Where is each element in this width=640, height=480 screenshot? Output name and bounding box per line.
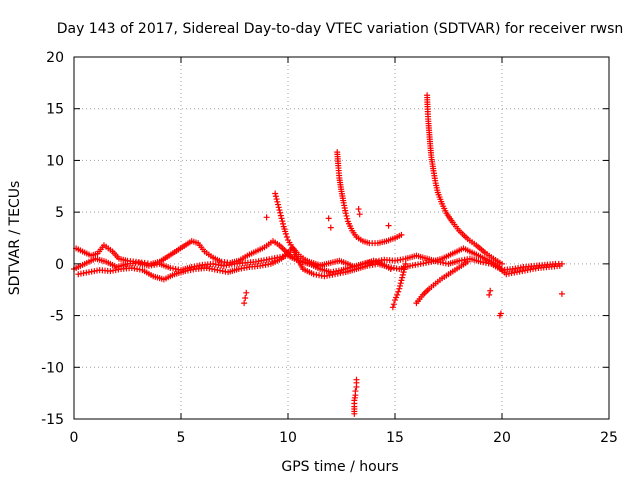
data-point-arc-9h bbox=[319, 262, 326, 269]
data-point-dip-15h bbox=[395, 288, 402, 295]
data-point-isolated bbox=[327, 224, 334, 231]
data-point-arc-9h bbox=[280, 220, 287, 227]
plot-border bbox=[73, 56, 610, 420]
tick-labels: 0 5 10 15 20 25 -15 -10 -5 0 5 10 15 20 bbox=[41, 50, 618, 446]
data-point-dip-15h bbox=[400, 269, 407, 276]
data-point-dip-15h bbox=[399, 274, 406, 281]
y-tick-label: 15 bbox=[46, 102, 64, 118]
x-tick-label: 25 bbox=[600, 430, 618, 446]
x-tick-label: 0 bbox=[70, 430, 79, 446]
x-tick-label: 15 bbox=[386, 430, 404, 446]
data-point-dip-15h bbox=[402, 260, 409, 267]
gridlines bbox=[74, 57, 609, 419]
data-point-isolated bbox=[242, 294, 249, 301]
data-point-arc-9h bbox=[275, 201, 282, 208]
data-point-rise-16h bbox=[464, 258, 471, 265]
data-point-arc-9h bbox=[277, 209, 284, 216]
data-point-arc-12h bbox=[344, 215, 351, 222]
data-point-band-c bbox=[387, 266, 394, 273]
data-point-dip-15h bbox=[399, 271, 406, 278]
data-point-dip-15h bbox=[392, 297, 398, 304]
data-point-arc-9h bbox=[278, 215, 285, 222]
data-point-isolated bbox=[355, 206, 362, 213]
data-point-arc-9h bbox=[283, 233, 290, 240]
data-point-arc-9h bbox=[272, 190, 279, 197]
x-tick-label: 10 bbox=[279, 430, 297, 446]
y-tick-label: 5 bbox=[55, 205, 64, 221]
data-points bbox=[71, 92, 565, 417]
data-point-dip-15h bbox=[396, 285, 403, 292]
x-axis-label: GPS time / hours bbox=[281, 459, 398, 475]
data-point-arc-12h bbox=[398, 231, 405, 238]
data-point-dip-13h bbox=[353, 376, 360, 383]
data-point-isolated bbox=[356, 211, 363, 218]
data-point-arc-9h bbox=[279, 218, 286, 225]
y-tick-label: -15 bbox=[41, 412, 64, 428]
data-point-arc-9h bbox=[276, 207, 283, 214]
data-point-dip-13h bbox=[352, 388, 359, 395]
data-point-dip-15h bbox=[401, 266, 408, 273]
data-point-isolated bbox=[243, 289, 250, 296]
y-tick-label: 20 bbox=[46, 50, 64, 66]
data-point-arc-16h bbox=[499, 260, 505, 267]
y-tick-label: 10 bbox=[46, 153, 64, 169]
y-tick-label: -10 bbox=[41, 360, 64, 376]
data-point-arc-9h bbox=[277, 212, 284, 219]
data-point-dip-15h bbox=[396, 282, 403, 289]
data-point-dip-15h bbox=[398, 277, 405, 284]
data-point-arc-9h bbox=[272, 193, 279, 200]
data-point-isolated bbox=[487, 287, 494, 294]
data-point-arc-12h bbox=[343, 212, 350, 219]
x-tick-label: 20 bbox=[493, 430, 511, 446]
data-point-arc-9h bbox=[282, 230, 289, 237]
data-point-arc-9h bbox=[275, 204, 282, 211]
x-tick-label: 5 bbox=[177, 430, 186, 446]
data-point-dip-15h bbox=[397, 280, 404, 287]
plot-frame bbox=[73, 56, 610, 420]
data-point-dip-15h bbox=[390, 301, 397, 308]
y-tick-label: 0 bbox=[55, 257, 64, 273]
data-point-dip-15h bbox=[401, 263, 408, 270]
data-point-isolated bbox=[263, 214, 270, 221]
data-point-isolated bbox=[558, 290, 565, 297]
data-point-isolated bbox=[241, 300, 248, 307]
data-point-band-b bbox=[556, 262, 563, 269]
data-point-isolated bbox=[385, 222, 392, 229]
data-point-arc-9h bbox=[273, 196, 280, 203]
data-point-arc-9h bbox=[274, 198, 281, 205]
data-point-isolated bbox=[486, 291, 493, 298]
data-point-isolated bbox=[497, 310, 504, 317]
data-point-arc-12h bbox=[342, 210, 349, 217]
data-point-dip-15h bbox=[389, 304, 396, 311]
chart-title: Day 143 of 2017, Sidereal Day-to-day VTE… bbox=[57, 21, 624, 37]
y-tick-label: -5 bbox=[50, 309, 64, 325]
y-axis-label: SDTVAR / TECUs bbox=[7, 181, 23, 296]
data-point-isolated bbox=[325, 215, 332, 222]
